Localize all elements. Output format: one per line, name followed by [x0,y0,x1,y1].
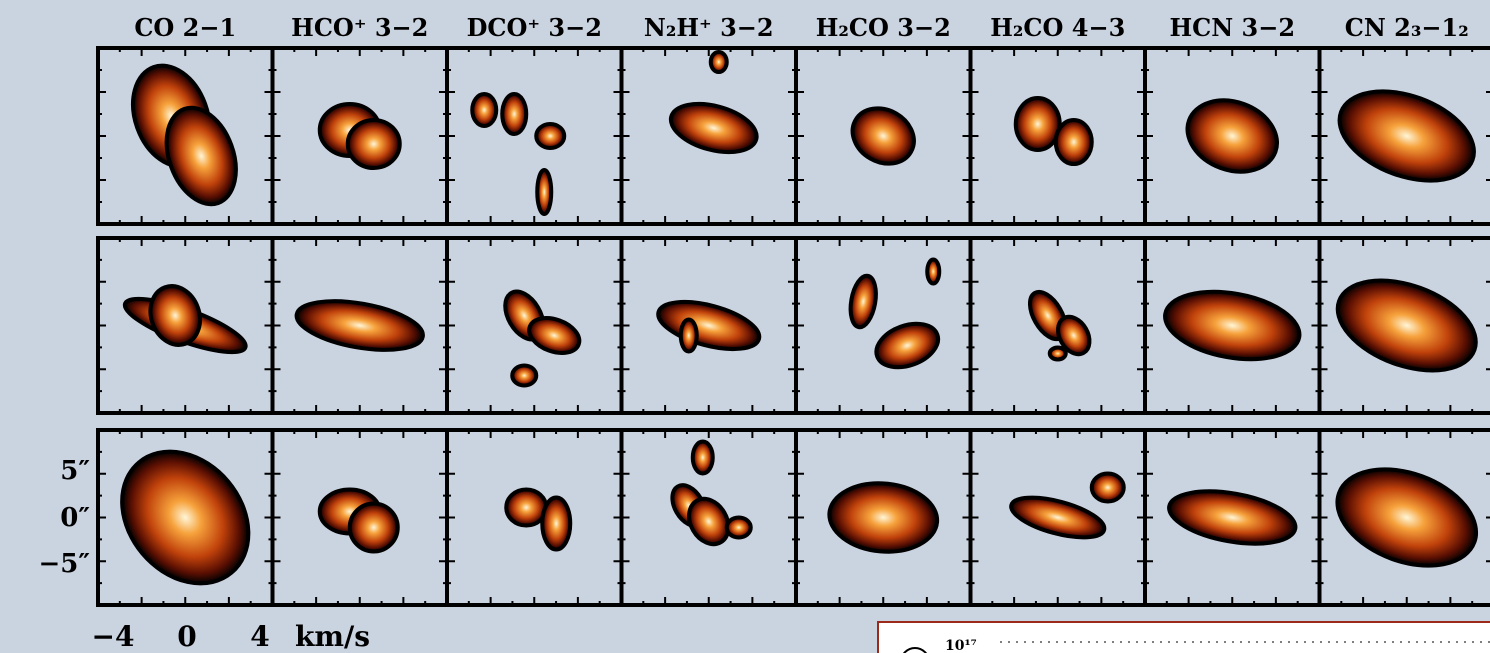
x-axis-label: −4 [92,620,135,653]
y-axis-label: 0″ [60,503,90,533]
emission-blob [1056,120,1092,164]
emission-blob [927,260,939,284]
column-title: CO 2−1 [134,13,236,42]
emission-blob [693,442,713,474]
column-title: H₂CO 4−3 [990,13,1125,42]
figure: 10¹⁷ CO 2−1 HCO⁺ 3−2 DCO⁺ 3−2 N₂H⁺ 3−2 H₂CO … [0,0,1490,653]
column-title: HCO⁺ 3−2 [291,13,428,42]
emission-blob [537,170,551,214]
column-title: DCO⁺ 3−2 [467,13,602,42]
column-title: CN 2₃−1₂ [1345,13,1469,42]
emission-blob [536,124,564,148]
emission-blob [512,366,536,386]
y-axis-label: 5″ [60,456,90,486]
emission-blob [1050,348,1066,360]
column-title: H₂CO 3−2 [816,13,951,42]
emission-blob [681,320,697,352]
emission-blob [506,490,546,526]
emission-blob [542,498,570,550]
emission-blob [348,120,400,168]
x-axis-unit: km/s [295,620,370,653]
emission-blob [1092,474,1124,502]
emission-blob [472,94,496,126]
column-title: HCN 3−2 [1169,13,1295,42]
column-title: N₂H⁺ 3−2 [644,13,774,42]
emission-blob [727,518,751,538]
x-axis-label: 0 [177,620,196,653]
emission-blob [502,94,526,134]
x-axis-label: 4 [250,620,269,653]
emission-blob [1016,98,1060,150]
inset-tick-label: 10¹⁷ [945,638,977,653]
emission-blob [711,52,727,72]
emission-blob [350,504,398,552]
y-axis-label: −5″ [39,549,91,579]
